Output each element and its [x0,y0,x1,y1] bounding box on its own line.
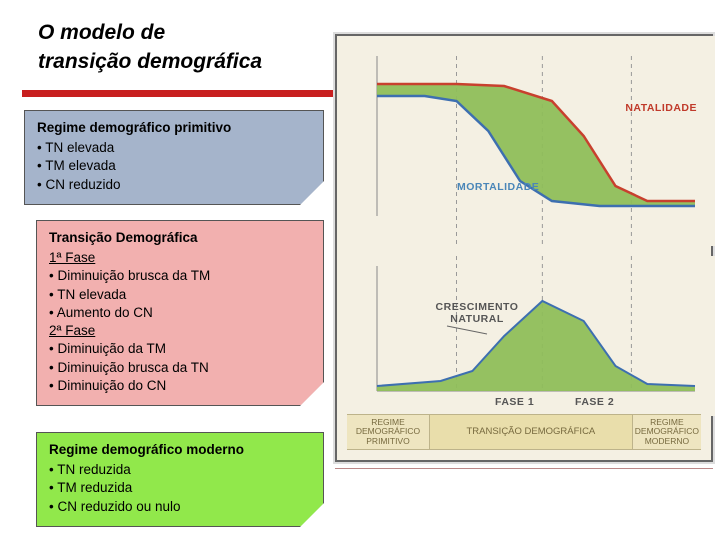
panel1-item: TM elevada [37,157,311,175]
panel3-item: TM reduzida [49,479,311,497]
panel-corner [300,503,324,527]
chart-frame: NATALIDADE MORTALIDADE CRESCIMENTO NATUR… [335,34,713,462]
stage-modern: REGIME DEMOGRÁFICO MODERNO [633,415,701,449]
panel2-item: Diminuição brusca da TM [49,267,311,285]
phase2-label: FASE 2 [575,396,614,408]
panel2-title: Transição Demográfica [49,229,311,247]
panel1-item: TN elevada [37,139,311,157]
title-line-2: transição demográfica [38,50,262,73]
panel3-item: TN reduzida [49,461,311,479]
lower-chart [337,256,715,416]
bottom-rule [335,468,713,469]
panel2-item: Diminuição da TM [49,340,311,358]
phase1-label: FASE 1 [495,396,534,408]
panel-primitive-regime: Regime demográfico primitivo TN elevada … [24,110,324,205]
panel2-item: Diminuição do CN [49,377,311,395]
panel-demographic-transition: Transição Demográfica 1ª Fase Diminuição… [36,220,324,406]
panel3-item: CN reduzido ou nulo [49,498,311,516]
upper-chart [337,36,715,246]
panel-corner [300,181,324,205]
panel2-item: Diminuição brusca da TN [49,359,311,377]
panel3-title: Regime demográfico moderno [49,441,311,459]
stage-primitive: REGIME DEMOGRÁFICO PRIMITIVO [347,415,429,449]
mortalidade-label: MORTALIDADE [457,181,539,193]
panel-modern-regime: Regime demográfico moderno TN reduzida T… [36,432,324,527]
stage-transition: TRANSIÇÃO DEMOGRÁFICA [429,415,633,449]
panel2-phase1-label: 1ª Fase [49,249,311,267]
panel2-item: TN elevada [49,286,311,304]
crescimento-natural-label: CRESCIMENTO NATURAL [427,301,527,325]
natalidade-label: NATALIDADE [625,102,697,114]
stage-bar: REGIME DEMOGRÁFICO PRIMITIVO TRANSIÇÃO D… [347,414,701,450]
panel1-item: CN reduzido [37,176,311,194]
page-title: O modelo de transição demográfica [38,18,262,77]
title-line-1: O modelo de [38,21,165,44]
panel2-phase2-label: 2ª Fase [49,322,311,340]
panel1-title: Regime demográfico primitivo [37,119,311,137]
panel2-item: Aumento do CN [49,304,311,322]
panel-corner [300,382,324,406]
